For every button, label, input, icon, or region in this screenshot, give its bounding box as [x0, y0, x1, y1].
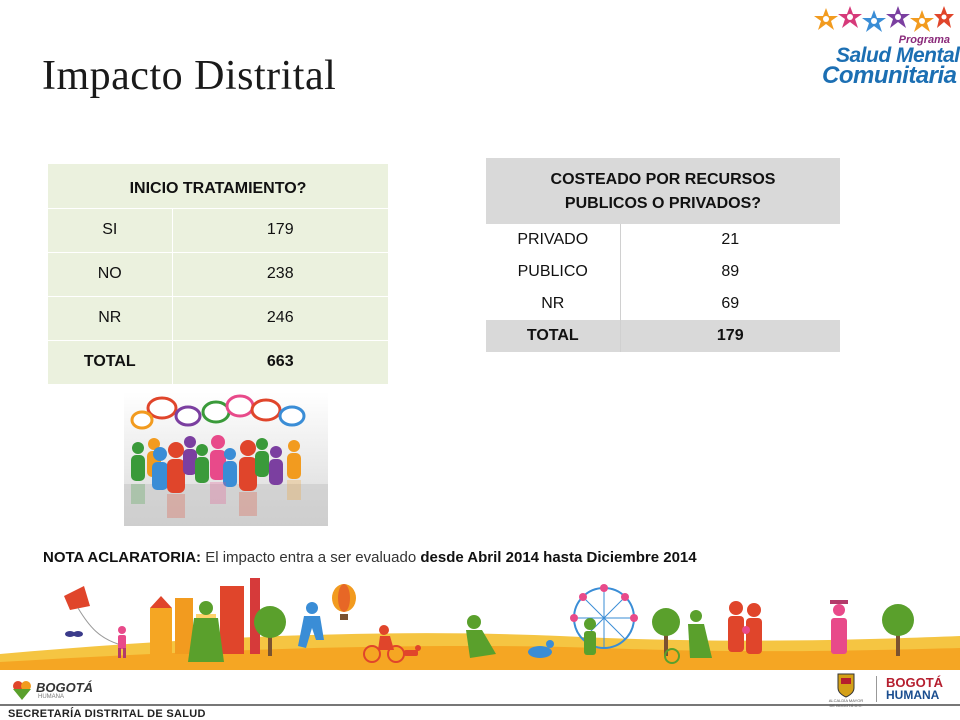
row-value: 89 — [620, 256, 840, 288]
costeado-table: COSTEADO POR RECURSOS PUBLICOS O PRIVADO… — [486, 158, 840, 352]
table-row: SI 179 — [48, 207, 388, 252]
row-value: 69 — [620, 288, 840, 320]
table-row: NR 246 — [48, 295, 388, 340]
note-text: El impacto entra a ser evaluado — [201, 549, 421, 566]
slide-title: Impacto Distrital — [42, 53, 337, 99]
row-value: 21 — [620, 224, 840, 256]
note-emphasis: desde Abril 2014 hasta Diciembre 2014 — [420, 549, 697, 566]
row-label: NR — [48, 295, 173, 340]
program-label: Programa — [898, 34, 950, 46]
logo-line2: Comunitaria — [822, 62, 957, 89]
bogota-small-text: BOGOTÁ — [36, 680, 94, 695]
logo-line1: Salud Mental — [836, 44, 960, 67]
bogota-humana-small-logo: BOGOTÁ HUMANA — [10, 678, 120, 704]
clarifying-note: NOTA ACLARATORIA: El impacto entra a ser… — [43, 549, 697, 566]
row-value: 238 — [172, 251, 388, 296]
coat-of-arms-icon — [837, 673, 855, 698]
table-header: INICIO TRATAMIENTO? — [129, 179, 307, 197]
city-illustration-banner — [0, 578, 960, 670]
stars-icon — [814, 6, 954, 32]
inicio-tratamiento-table: INICIO TRATAMIENTO? SI 179 NO 238 NR 246… — [48, 164, 388, 384]
people-speech-bubbles-image — [124, 392, 328, 526]
row-label: PRIVADO — [486, 224, 621, 256]
total-row: TOTAL 663 — [48, 339, 388, 384]
secretaria-label: SECRETARÍA DISTRITAL DE SALUD — [8, 708, 206, 720]
bogota-small-subtext: HUMANA — [38, 694, 65, 700]
row-value: 246 — [172, 295, 388, 340]
header-line1: COSTEADO POR RECURSOS — [550, 171, 776, 188]
table-header: COSTEADO POR RECURSOS PUBLICOS O PRIVADO… — [486, 158, 840, 224]
humana-label: HUMANA — [886, 688, 940, 702]
total-label: TOTAL — [48, 339, 173, 384]
row-label: SI — [48, 207, 173, 252]
table-row: PRIVADO 21 — [486, 224, 840, 256]
heart-hands-icon — [13, 681, 31, 700]
table-row: NO 238 — [48, 251, 388, 296]
total-row: TOTAL 179 — [486, 320, 840, 352]
table-row: PUBLICO 89 — [486, 256, 840, 288]
alcaldia-logo: ALCALDÍA MAYOR DE BOGOTÁ D.C. — [826, 672, 866, 708]
logo-separator — [876, 676, 877, 702]
row-value: 179 — [172, 207, 388, 252]
total-label: TOTAL — [486, 320, 621, 352]
program-logo: Programa Salud Mental Comunitaria — [812, 4, 960, 90]
row-label: NO — [48, 251, 173, 296]
bogota-label: BOGOTÁ — [886, 675, 944, 690]
total-value: 663 — [172, 339, 388, 384]
header-line2: PUBLICOS O PRIVADOS? — [564, 195, 762, 212]
footer-divider — [0, 704, 960, 706]
total-value: 179 — [620, 320, 840, 352]
note-lead: NOTA ACLARATORIA: — [43, 549, 202, 566]
table-row: NR 69 — [486, 288, 840, 320]
row-label: NR — [486, 288, 621, 320]
row-label: PUBLICO — [486, 256, 621, 288]
bogota-humana-logo: BOGOTÁ HUMANA — [886, 676, 943, 702]
alcaldia-label: ALCALDÍA MAYOR DE BOGOTÁ D.C. — [828, 698, 864, 708]
footer: BOGOTÁ HUMANA SECRETARÍA DISTRITAL DE SA… — [0, 668, 960, 720]
